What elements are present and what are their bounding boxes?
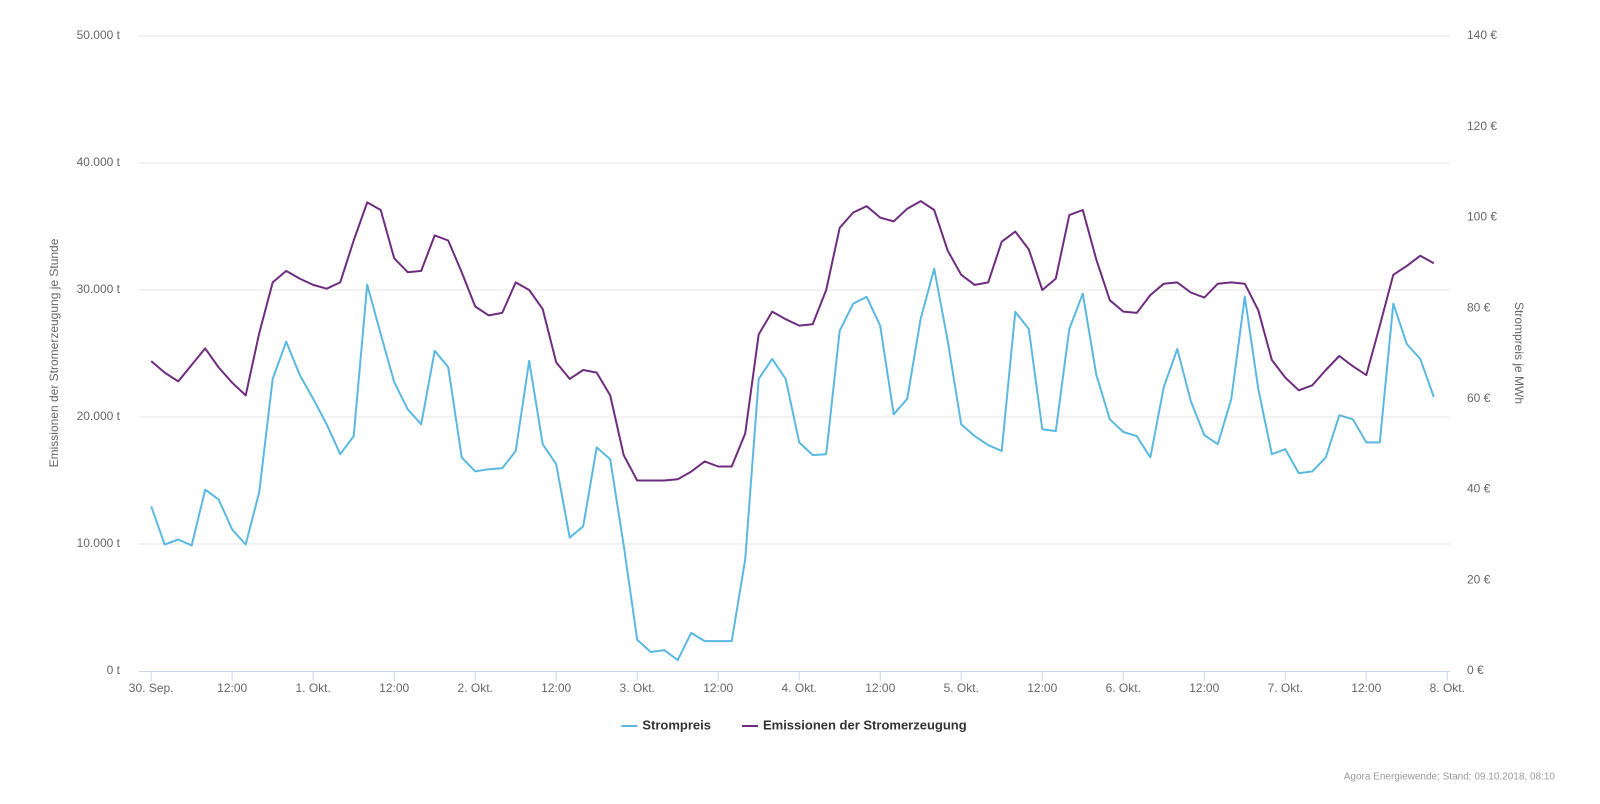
x-tick-label: 3. Okt. (620, 681, 655, 695)
x-tick-label: 12:00 (541, 681, 571, 695)
y2-tick-label: 100 € (1467, 210, 1497, 224)
x-tick-label: 1. Okt. (295, 681, 330, 695)
x-tick-label: 5. Okt. (944, 681, 979, 695)
y-tick-label: 0 t (107, 663, 121, 677)
y2-tick-label: 80 € (1467, 300, 1491, 314)
x-tick-label: 12:00 (379, 681, 409, 695)
x-tick-label: 8. Okt. (1430, 681, 1465, 695)
y-tick-label: 30.000 t (77, 282, 121, 296)
y-axis-title: Emissionen der Stromerzeugung je Stunde (47, 238, 61, 467)
x-tick-label: 6. Okt. (1106, 681, 1141, 695)
x-tick-label: 30. Sep. (129, 681, 174, 695)
x-tick-label: 12:00 (1027, 681, 1057, 695)
legend-label: Emissionen der Stromerzeugung (763, 717, 967, 732)
series-line (150, 200, 1435, 482)
x-tick-label: 4. Okt. (782, 681, 817, 695)
y2-tick-label: 40 € (1467, 482, 1491, 496)
legend-label: Strompreis (642, 717, 711, 732)
y2-tick-label: 120 € (1467, 119, 1497, 133)
y-tick-label: 40.000 t (77, 155, 121, 169)
x-tick-label: 12:00 (703, 681, 733, 695)
y-tick-label: 50.000 t (77, 28, 121, 42)
y2-tick-label: 60 € (1467, 391, 1491, 405)
y-tick-label: 10.000 t (77, 536, 121, 550)
y2-tick-label: 0 € (1467, 663, 1484, 677)
credit: Agora Energiewende; Stand: 09.10.2018, 0… (1344, 772, 1556, 783)
x-tick-label: 12:00 (1351, 681, 1381, 695)
y-tick-label: 20.000 t (77, 409, 121, 423)
x-tick-label: 12:00 (865, 681, 895, 695)
x-tick-label: 2. Okt. (458, 681, 493, 695)
x-tick-label: 7. Okt. (1268, 681, 1303, 695)
y2-axis-title: Strompreis je MWh (1512, 302, 1526, 404)
y2-tick-label: 140 € (1467, 28, 1497, 42)
x-tick-label: 12:00 (217, 681, 247, 695)
y2-tick-label: 20 € (1467, 572, 1491, 586)
series-line (150, 267, 1435, 662)
x-tick-label: 12:00 (1189, 681, 1219, 695)
